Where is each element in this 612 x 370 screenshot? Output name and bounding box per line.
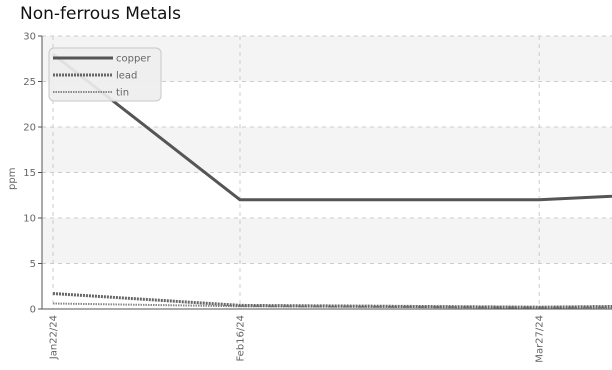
- legend-label-copper: copper: [116, 54, 151, 65]
- plot-band: [42, 127, 612, 173]
- tick-labels: 051015202530Jan22/24Feb16/24Mar27/24Apr2…: [23, 32, 546, 363]
- plot-band: [42, 218, 612, 264]
- y-tick-label: 5: [30, 259, 36, 270]
- y-tick-label: 15: [23, 168, 36, 179]
- legend[interactable]: copper lead tin: [48, 47, 162, 102]
- legend-label-lead: lead: [116, 71, 137, 82]
- chart-title: Non-ferrous Metals: [20, 4, 182, 24]
- y-tick-label: 25: [23, 77, 36, 88]
- legend-label-tin: tin: [116, 88, 129, 99]
- x-tick-label: Mar27/24: [535, 315, 546, 363]
- series-line-copper: [52, 53, 612, 202]
- grid-lines: [42, 35, 612, 309]
- x-tick-label: Jan22/24: [49, 315, 60, 360]
- series-layer: [52, 53, 612, 309]
- axes: [38, 35, 612, 310]
- y-tick-label: 20: [23, 123, 36, 134]
- series-line-lead: [52, 292, 612, 309]
- x-tick-label: Feb16/24: [236, 315, 247, 362]
- y-tick-label: 30: [23, 32, 36, 43]
- series-line-tin: [52, 302, 612, 309]
- y-tick-label: 10: [23, 214, 36, 225]
- y-tick-label: 0: [30, 305, 36, 316]
